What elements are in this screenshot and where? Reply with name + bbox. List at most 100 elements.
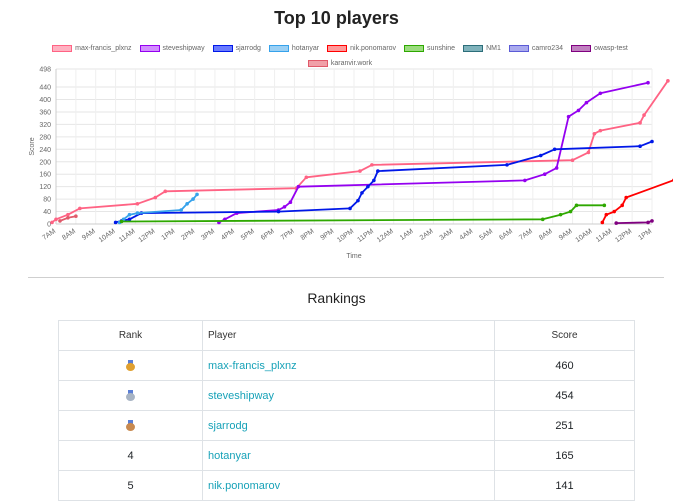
player-link[interactable]: sjarrodg: [208, 419, 248, 432]
score-cell: 454: [555, 389, 574, 402]
x-tick-label: 11AM: [118, 228, 137, 244]
player-cell: max-francis_plxnz: [203, 351, 495, 380]
data-point: [523, 178, 527, 183]
data-point: [348, 206, 352, 211]
data-point: [135, 211, 140, 215]
legend-item[interactable]: hotanyar: [268, 44, 320, 52]
table-header-row: Rank Player Score: [59, 321, 634, 351]
x-tick-label: 4AM: [459, 228, 475, 242]
legend-swatch: [52, 44, 73, 52]
legend-item[interactable]: camro234: [508, 44, 563, 52]
header-rank: Rank: [59, 321, 203, 350]
gold-medal-icon: [126, 360, 135, 371]
player-link[interactable]: hotanyar: [208, 449, 251, 462]
data-point: [586, 150, 591, 155]
x-tick-label: 4PM: [220, 228, 236, 242]
data-point: [74, 214, 78, 219]
x-tick-label: 8AM: [61, 228, 77, 242]
data-point: [624, 195, 628, 200]
x-tick-label: 10AM: [575, 228, 594, 244]
data-point: [584, 100, 589, 105]
legend-item[interactable]: sjarrodg: [212, 44, 261, 52]
data-point: [356, 198, 360, 203]
data-point: [642, 113, 646, 117]
series-line: [121, 204, 605, 223]
x-tick-label: 3AM: [439, 228, 455, 242]
legend-label: hotanyar: [291, 44, 320, 52]
x-tick-label: 1PM: [161, 228, 177, 242]
y-tick-label: 160: [39, 172, 51, 179]
data-point: [574, 203, 579, 208]
x-tick-label: 1AM: [399, 228, 415, 242]
rank-cell: [59, 351, 203, 380]
data-point: [66, 212, 70, 217]
data-point: [304, 175, 309, 180]
legend-label: camro234: [531, 44, 563, 52]
table-row: sjarrodg 251: [59, 411, 634, 441]
x-tick-label: 8AM: [538, 228, 554, 242]
data-point: [276, 209, 281, 214]
legend-item[interactable]: sunshine: [404, 44, 456, 52]
player-link[interactable]: max-francis_plxnz: [208, 359, 297, 372]
data-point: [376, 169, 380, 173]
x-tick-label: 9PM: [319, 228, 335, 242]
x-tick-label: 5AM: [478, 228, 494, 242]
data-point: [163, 189, 168, 194]
x-tick-label: 6PM: [260, 228, 276, 242]
player-link[interactable]: steveshipway: [208, 389, 275, 402]
x-tick-label: 8PM: [300, 228, 316, 242]
y-tick-label: 120: [39, 184, 51, 191]
y-tick-label: 360: [39, 109, 51, 116]
x-tick-label: 7AM: [41, 228, 57, 242]
y-tick-label: 498: [39, 67, 51, 74]
data-point: [598, 128, 603, 133]
legend-item[interactable]: steveshipway: [139, 44, 205, 52]
x-tick-label: 9AM: [81, 228, 97, 242]
x-tick-label: 10AM: [98, 228, 117, 244]
legend-swatch: [508, 44, 529, 52]
data-point: [78, 206, 82, 211]
header-player: Player: [203, 321, 495, 350]
legend-swatch: [571, 44, 591, 52]
rank-cell: 4: [59, 441, 203, 470]
data-point: [612, 209, 617, 214]
table-row: steveshipway 454: [59, 381, 634, 411]
legend-label: NM1: [486, 44, 501, 52]
data-point: [646, 220, 650, 225]
data-point: [598, 91, 603, 96]
x-tick-label: 12AM: [376, 228, 395, 244]
x-tick-label: 12PM: [137, 228, 156, 244]
legend-item[interactable]: NM1: [463, 44, 501, 52]
legend-item[interactable]: owasp-test: [571, 44, 628, 52]
legend-swatch: [404, 44, 425, 52]
data-point: [604, 212, 609, 217]
data-point: [638, 144, 642, 148]
player-cell: steveshipway: [203, 381, 495, 410]
data-point: [372, 178, 376, 183]
legend-item[interactable]: nik.ponomarov: [327, 44, 396, 52]
data-point: [650, 139, 654, 144]
x-tick-label: 2PM: [180, 228, 196, 242]
legend-item[interactable]: karanvir.work: [307, 59, 372, 67]
bronze-medal-icon: [126, 420, 135, 431]
score-line-chart: 0 40 80 120 160 200 240 280 320 360 400 440 498 7AM 8A…: [29, 67, 673, 260]
rank-cell: [59, 381, 203, 410]
data-point: [554, 166, 559, 170]
x-tick-label: 10PM: [336, 228, 355, 244]
y-tick-label: 0: [47, 222, 51, 229]
data-point: [568, 209, 573, 214]
score-cell: 251: [555, 419, 574, 432]
player-link[interactable]: nik.ponomarov: [208, 479, 281, 492]
x-tick-label: 3PM: [200, 228, 216, 242]
x-tick-label: 7AM: [518, 228, 534, 242]
legend-label: sunshine: [427, 44, 456, 52]
rank-cell: [59, 411, 203, 440]
data-point: [542, 172, 547, 177]
data-point: [135, 201, 140, 206]
x-tick-label: 12PM: [614, 228, 633, 244]
data-point: [127, 217, 132, 222]
chart-legend: max-francis_plxnz steveshipway sjarrodg hot…: [40, 42, 640, 72]
legend-label: owasp-test: [594, 44, 628, 52]
table-row: 4 hotanyar 165: [59, 441, 634, 471]
legend-item[interactable]: max-francis_plxnz: [52, 44, 132, 52]
